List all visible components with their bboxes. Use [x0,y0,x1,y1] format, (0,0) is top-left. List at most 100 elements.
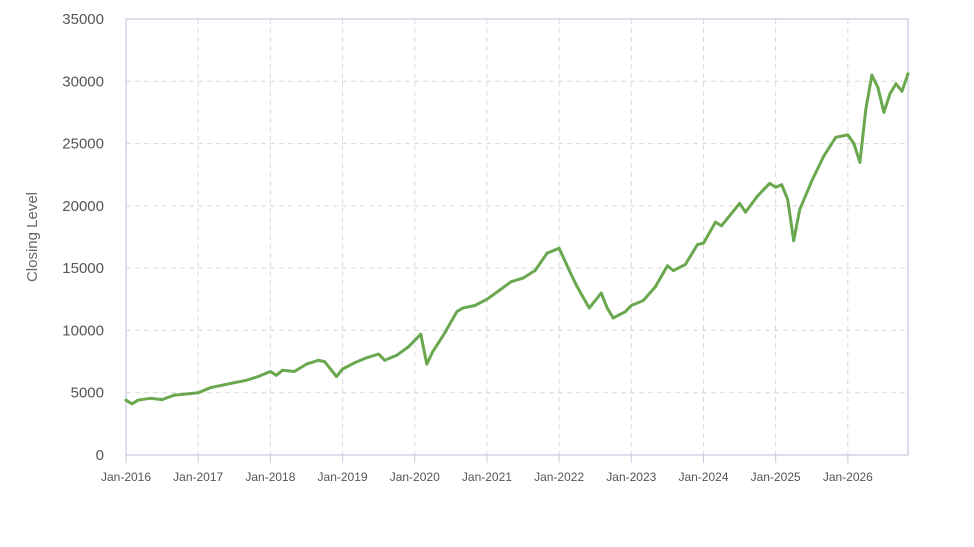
data-point [365,356,369,360]
data-point [256,375,260,378]
data-point [684,263,687,266]
data-point [738,201,741,205]
data-point [557,246,561,250]
data-point [629,304,633,307]
data-point [653,285,657,289]
x-tick-label: Jan-2023 [606,470,656,484]
data-point [611,316,615,320]
plot-frame [125,18,909,456]
data-point [341,367,344,371]
x-tick-label: Jan-2016 [101,470,151,484]
data-point [281,368,284,372]
data-point [413,338,417,342]
data-point [509,280,513,284]
data-point [894,82,898,86]
data-point [906,72,910,76]
series-line [124,72,910,406]
data-point [774,185,778,189]
data-point [846,133,850,137]
data-point [798,208,802,211]
data-point [383,358,387,362]
data-point [461,306,465,310]
data-point [587,306,591,310]
x-tick-label: Jan-2018 [245,470,295,484]
data-point [323,360,326,363]
data-point [623,310,627,314]
data-point [702,241,705,245]
data-point [160,398,164,401]
data-point [208,386,212,390]
data-point [425,362,429,366]
data-point [786,198,790,202]
data-point [900,89,904,93]
data-point [744,210,747,214]
data-point [268,370,272,373]
data-point [641,299,645,302]
data-point [455,310,459,314]
data-point [834,135,838,139]
data-point [870,73,874,77]
x-tick-label: Jan-2022 [534,470,584,484]
data-point [419,332,423,336]
data-point [714,220,717,224]
data-point [852,142,856,145]
data-point [485,297,489,301]
data-point [599,291,603,295]
x-tick-label: Jan-2024 [678,470,728,484]
data-point [443,331,447,335]
data-point [395,353,399,357]
data-point [148,396,152,400]
data-point [882,111,886,114]
data-point [569,272,573,276]
data-point [124,398,128,402]
data-point [672,269,675,273]
data-point [533,269,537,273]
data-point [184,392,188,396]
data-point [756,194,760,198]
data-point [876,86,880,89]
y-tick-label: 25000 [62,136,104,153]
gridlines [126,18,908,455]
series-layer [124,72,910,406]
data-point [431,350,435,354]
data-point [353,361,356,365]
data-point [317,358,320,362]
data-point [196,391,200,395]
y-tick-label: 35000 [62,11,104,28]
data-point [172,393,176,397]
data-point [822,154,826,158]
data-point [244,378,248,382]
data-point [305,362,308,366]
data-point [545,251,549,255]
data-point [377,352,381,356]
x-tick-label: Jan-2026 [823,470,873,484]
x-tick-label: Jan-2020 [390,470,440,484]
data-point [665,264,669,268]
data-point [407,345,411,349]
y-tick-label: 5000 [71,385,104,402]
data-point [497,289,501,292]
data-point [780,183,784,187]
x-tick-label: Jan-2021 [462,470,512,484]
data-point [293,370,296,373]
y-tick-label: 10000 [62,322,104,339]
data-point [232,381,236,385]
tick-labels: 0 5000 10000 15000 20000 25000 30000 35000 Jan-2… [62,11,873,484]
y-axis-title: Closing Level [24,192,41,282]
data-point [732,209,735,213]
x-tick-label: Jan-2017 [173,470,223,484]
x-tick-label: Jan-2019 [318,470,368,484]
data-point [521,276,525,280]
data-point [274,373,278,377]
data-point [768,182,772,185]
data-point [575,285,579,289]
data-point [335,375,338,378]
data-point [864,107,868,111]
data-point [696,243,699,246]
x-tick-label: Jan-2025 [751,470,801,484]
axes [125,18,909,463]
y-tick-label: 30000 [62,73,104,90]
data-point [473,304,477,307]
y-tick-label: 0 [96,447,104,464]
